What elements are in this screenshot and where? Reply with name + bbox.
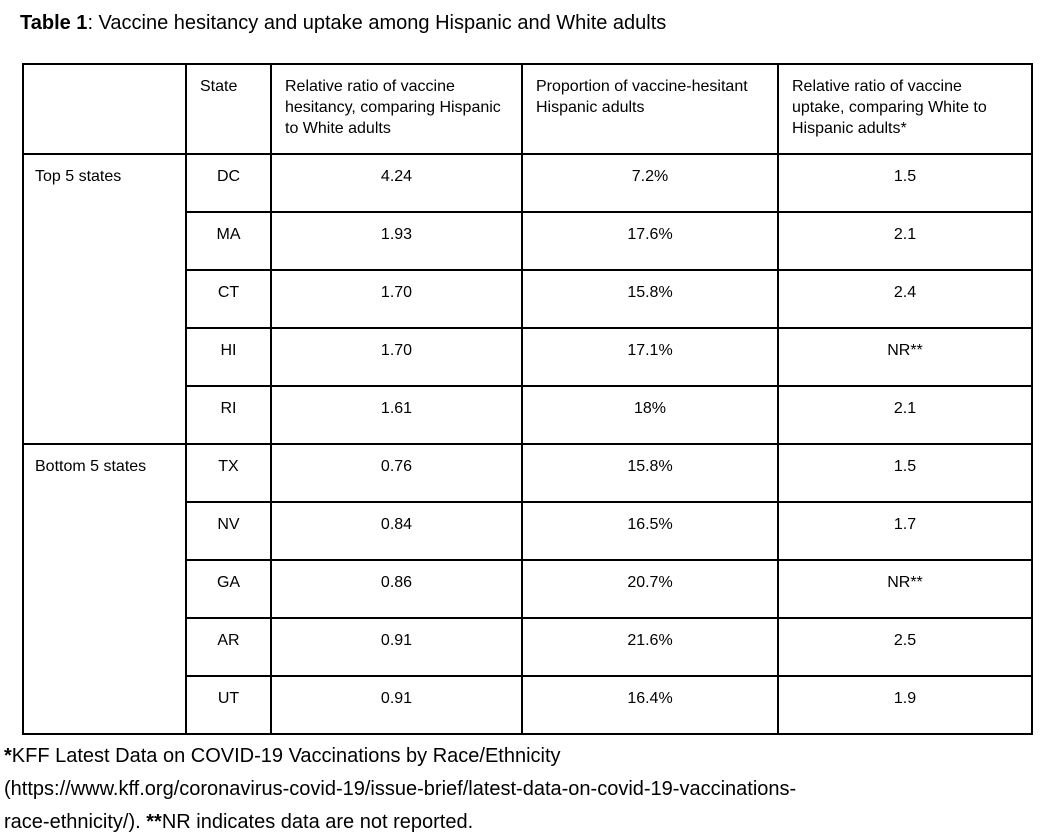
row-group-label-bottom5: Bottom 5 states <box>22 443 187 735</box>
cell-hesitant-proportion: 17.1% <box>521 327 779 387</box>
table-row: UT 0.91 16.4% 1.9 <box>23 675 1033 735</box>
cell-hesitant-proportion: 21.6% <box>521 617 779 677</box>
cell-state: TX <box>185 443 272 503</box>
cell-state: MA <box>185 211 272 271</box>
footnote-line-1: *KFF Latest Data on COVID-19 Vaccination… <box>4 740 1060 773</box>
table-title-number: Table 1 <box>20 12 88 34</box>
cell-hesitancy-ratio: 1.70 <box>270 269 523 329</box>
table-header-row: State Relative ratio of vaccine hesitanc… <box>22 63 1033 155</box>
cell-hesitant-proportion: 16.4% <box>521 675 779 735</box>
col-header-hesitancy-ratio: Relative ratio of vaccine hesitancy, com… <box>270 63 523 155</box>
cell-state: UT <box>185 675 272 735</box>
table-row: Bottom 5 states TX 0.76 15.8% 1.5 <box>22 443 1033 735</box>
cell-hesitancy-ratio: 1.93 <box>270 211 523 271</box>
footnote-source-text: KFF Latest Data on COVID-19 Vaccinations… <box>11 745 561 767</box>
cell-hesitant-proportion: 15.8% <box>521 443 779 503</box>
cell-hesitancy-ratio: 0.86 <box>270 559 523 619</box>
cell-state: HI <box>185 327 272 387</box>
table-row: GA 0.86 20.7% NR** <box>23 559 1033 619</box>
col-header-state: State <box>185 63 272 155</box>
table-row: RI 1.61 18% 2.1 <box>23 385 1033 445</box>
cell-uptake-ratio: 1.7 <box>777 501 1033 561</box>
vaccine-hesitancy-table: State Relative ratio of vaccine hesitanc… <box>22 63 1033 735</box>
cell-hesitant-proportion: 20.7% <box>521 559 779 619</box>
cell-hesitancy-ratio: 1.70 <box>270 327 523 387</box>
footnote: *KFF Latest Data on COVID-19 Vaccination… <box>4 740 1060 839</box>
cell-hesitancy-ratio: 0.91 <box>270 675 523 735</box>
cell-uptake-ratio: NR** <box>777 327 1033 387</box>
row-group-label-top5: Top 5 states <box>22 153 187 445</box>
table-title-text: : Vaccine hesitancy and uptake among His… <box>87 12 667 34</box>
cell-hesitant-proportion: 18% <box>521 385 779 445</box>
cell-hesitancy-ratio: 0.76 <box>270 443 523 503</box>
cell-hesitancy-ratio: 4.24 <box>270 153 523 213</box>
cell-state: AR <box>185 617 272 677</box>
table-row: Top 5 states DC 4.24 7.2% 1.5 <box>22 153 1033 445</box>
table-row: AR 0.91 21.6% 2.5 <box>23 617 1033 677</box>
col-header-hesitant-proportion: Proportion of vaccine-hesitant Hispanic … <box>521 63 779 155</box>
cell-uptake-ratio: 2.4 <box>777 269 1033 329</box>
page: Table 1: Vaccine hesitancy and uptake am… <box>0 11 1064 840</box>
cell-uptake-ratio: 1.5 <box>777 443 1033 503</box>
cell-hesitant-proportion: 16.5% <box>521 501 779 561</box>
footnote-double-asterisk: ** <box>146 811 162 833</box>
cell-state: CT <box>185 269 272 329</box>
table-title: Table 1: Vaccine hesitancy and uptake am… <box>20 11 1064 35</box>
cell-uptake-ratio: 2.1 <box>777 385 1033 445</box>
footnote-url-part1: (https://www.kff.org/coronavirus-covid-1… <box>4 778 797 800</box>
cell-hesitancy-ratio: 1.61 <box>270 385 523 445</box>
cell-uptake-ratio: NR** <box>777 559 1033 619</box>
cell-state: DC <box>185 153 272 213</box>
cell-uptake-ratio: 1.9 <box>777 675 1033 735</box>
cell-hesitancy-ratio: 0.91 <box>270 617 523 677</box>
col-header-uptake-ratio: Relative ratio of vaccine uptake, compar… <box>777 63 1033 155</box>
cell-uptake-ratio: 1.5 <box>777 153 1033 213</box>
cell-uptake-ratio: 2.5 <box>777 617 1033 677</box>
cell-hesitant-proportion: 15.8% <box>521 269 779 329</box>
table-row: HI 1.70 17.1% NR** <box>23 327 1033 387</box>
cell-hesitant-proportion: 7.2% <box>521 153 779 213</box>
footnote-line-2: (https://www.kff.org/coronavirus-covid-1… <box>4 773 1060 806</box>
cell-state: RI <box>185 385 272 445</box>
cell-state: NV <box>185 501 272 561</box>
footnote-url-part2: race-ethnicity/). <box>4 811 147 833</box>
footnote-line-3: race-ethnicity/). **NR indicates data ar… <box>4 806 1060 839</box>
cell-hesitant-proportion: 17.6% <box>521 211 779 271</box>
cell-state: GA <box>185 559 272 619</box>
table-row: MA 1.93 17.6% 2.1 <box>23 211 1033 271</box>
table-row: CT 1.70 15.8% 2.4 <box>23 269 1033 329</box>
cell-uptake-ratio: 2.1 <box>777 211 1033 271</box>
cell-hesitancy-ratio: 0.84 <box>270 501 523 561</box>
table-row: NV 0.84 16.5% 1.7 <box>23 501 1033 561</box>
footnote-asterisk: * <box>4 745 12 767</box>
footnote-nr-text: NR indicates data are not reported. <box>161 811 474 833</box>
col-header-group <box>22 63 187 155</box>
